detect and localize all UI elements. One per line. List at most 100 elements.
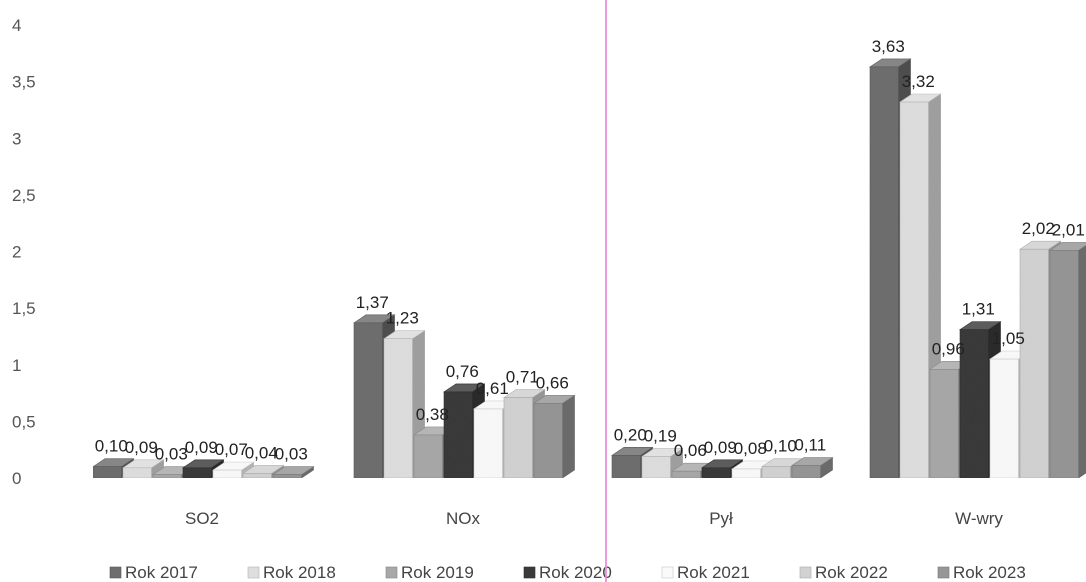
data-label: 0,71 [506,368,539,387]
legend-swatch [937,566,950,579]
bar-front [791,465,821,479]
y-tick-label: 4 [12,16,21,35]
y-tick-label: 3 [12,129,21,148]
legend-label: Rok 2017 [125,563,198,582]
bar [272,466,315,479]
bar-front [443,391,473,479]
data-label: 0,09 [704,438,737,457]
y-tick-label: 1 [12,356,21,375]
data-label: 1,37 [356,293,389,312]
bar-front [1019,248,1049,479]
y-tick-label: 1,5 [12,299,36,318]
bar-front [122,467,152,479]
data-label: 0,08 [734,439,767,458]
bar [1049,242,1086,479]
legend-swatch [247,566,260,579]
data-label: 0,66 [536,373,569,392]
data-label: 0,19 [644,426,677,445]
bar-front [152,474,182,479]
bar-front [242,473,272,479]
legend-item: Rok 2023 [937,563,1026,582]
data-label: 0,38 [416,405,449,424]
y-axis: 0 0,5 1 1,5 2 2,5 3 3,5 4 [12,16,36,488]
data-label: 0,09 [185,438,218,457]
bar-front [1049,250,1079,479]
data-label: 3,63 [872,37,905,56]
bar-front [959,329,989,479]
legend-label: Rok 2022 [815,563,888,582]
y-tick-label: 2 [12,243,21,262]
legend-item: Rok 2019 [385,563,474,582]
bar [182,459,225,479]
data-label: 0,10 [95,437,128,456]
legend-label: Rok 2019 [401,563,474,582]
legend: Rok 2017 Rok 2018 Rok 2019 Rok 2020 Rok 2021… [109,563,1026,582]
data-label: 0,11 [794,436,826,455]
data-label: 0,76 [446,362,479,381]
category-label: W-wry [955,509,1003,528]
legend-swatch [523,566,536,579]
legend-swatch [799,566,812,579]
legend-swatch [385,566,398,579]
data-label: 0,20 [614,425,647,444]
data-label: 0,09 [125,438,158,457]
bar-front [899,101,929,479]
y-tick-label: 0,5 [12,412,36,431]
data-label: 0,96 [932,339,965,358]
x-axis: SO2 NOx Pył W-wry [185,509,1003,528]
data-label: 0,07 [215,440,248,459]
category-label: Pył [709,509,733,528]
bar-front [701,467,731,479]
y-tick-label: 0 [12,469,21,488]
category-label: NOx [446,509,481,528]
bar-front [92,466,122,479]
bar-side [562,394,575,479]
legend-item: Rok 2017 [109,563,198,582]
data-label: 0,03 [155,445,188,464]
data-label: 1,05 [992,329,1025,348]
data-label: 2,02 [1022,219,1055,238]
legend-label: Rok 2018 [263,563,336,582]
data-label: 0,04 [245,443,278,462]
bar-front [989,358,1019,479]
bar-front [929,368,959,479]
bar-front [473,408,503,479]
bar-front [413,434,443,479]
category-label: SO2 [185,509,219,528]
data-label: 1,23 [386,309,419,328]
data-label: 0,03 [275,445,308,464]
bar-front [671,470,701,479]
legend-label: Rok 2021 [677,563,750,582]
y-tick-label: 2,5 [12,186,36,205]
bar-front [761,466,791,479]
data-label: 1,31 [962,300,995,319]
legend-item: Rok 2020 [523,563,612,582]
bar [533,394,576,479]
bar-side [1078,245,1086,479]
legend-label: Rok 2020 [539,563,612,582]
bar-front [641,456,671,479]
y-tick-label: 3,5 [12,73,36,92]
legend-item: Rok 2022 [799,563,888,582]
legend-item: Rok 2021 [661,563,750,582]
legend-item: Rok 2018 [247,563,336,582]
bar-front [212,469,242,479]
bar-front [533,402,563,479]
bar-front [353,322,383,479]
data-label: 2,01 [1052,220,1085,239]
bar [791,456,834,479]
bar [122,459,165,479]
bar-front [383,338,413,479]
bar-front [503,397,533,479]
legend-swatch [661,566,674,579]
legend-swatch [109,566,122,579]
bar-front [272,474,302,479]
data-labels-layer: 0,100,090,030,090,070,040,031,371,230,38… [95,37,1085,464]
bars-layer [92,58,1086,479]
data-label: 0,10 [764,437,797,456]
bar-front [182,467,212,479]
data-label: 0,61 [476,379,509,398]
data-label: 3,32 [902,72,935,91]
legend-label: Rok 2023 [953,563,1026,582]
